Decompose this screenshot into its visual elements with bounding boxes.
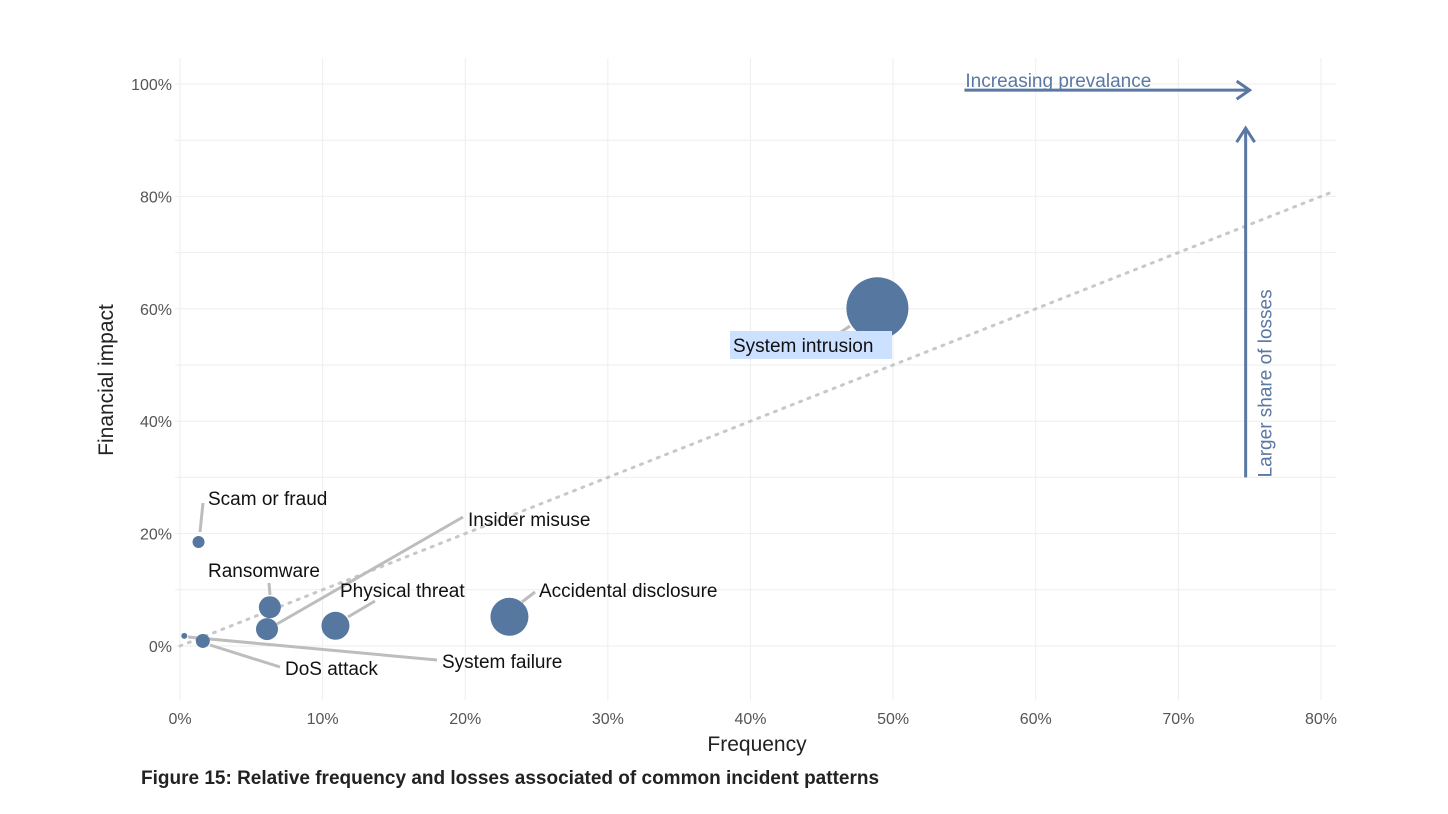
y-tick-label: 60% [140,302,172,319]
arrow-up-icon [1235,125,1256,144]
leader-line [521,590,536,604]
bubble-scam-or-fraud [192,536,205,549]
x-tick-label: 30% [592,711,624,728]
point-label: DoS attack [285,659,378,680]
leader-line [347,599,376,619]
bubble-physical-threat [321,611,350,640]
point-label: Insider misuse [468,510,591,531]
x-tick-label: 20% [449,711,481,728]
reference-line [178,189,1337,648]
leader-line [187,635,438,662]
x-tick-label: 50% [877,711,909,728]
point-label: Ransomware [208,561,320,582]
leader-line [267,582,272,596]
arrow-right-icon [1235,79,1253,101]
bubble-system-failure [181,632,188,639]
x-tick-label: 60% [1020,711,1052,728]
x-tick-label: 80% [1305,711,1337,728]
bubbles [181,277,909,648]
point-label: Physical threat [340,581,465,602]
point-label: Scam or fraud [208,489,327,510]
label-highlight [730,331,892,359]
leader-line [276,515,464,626]
y-axis-title: Financial impact [95,304,118,456]
x-tick-label: 0% [168,711,191,728]
point-labels: Scam or fraud Ransomware Insider misuse Phy… [208,331,892,680]
bubble-insider-misuse [255,618,278,641]
bubble-dos-attack [195,633,210,648]
bubble-system-intrusion [846,277,909,340]
axis-ticks: 0% 10% 20% 30% 40% 50% 60% 70% 80% 0% 20% 40% 60% 80%… [131,77,1337,728]
leader-line [209,643,281,669]
prevalence-label: Increasing prevalance [965,71,1151,92]
y-tick-label: 80% [140,189,172,206]
annotations: Increasing prevalance Larger share of los… [964,71,1277,478]
x-tick-label: 10% [307,711,339,728]
figure-caption: Figure 15: Relative frequency and losses… [141,768,880,789]
bubble-accidental-disclosure [490,597,529,636]
grid [175,58,1336,700]
y-tick-label: 40% [140,414,172,431]
y-tick-label: 20% [140,527,172,544]
leader-lines [187,324,851,669]
point-label: System failure [442,652,562,673]
leader-line [198,502,205,533]
point-label: Accidental disclosure [539,581,717,602]
x-axis-title: Frequency [707,733,807,756]
point-label: System intrusion [733,336,873,357]
y-tick-label: 100% [131,77,172,94]
bubble-ransomware [258,596,281,619]
x-tick-label: 70% [1162,711,1194,728]
y-tick-label: 0% [149,639,172,656]
losses-label: Larger share of losses [1256,289,1277,477]
x-tick-label: 40% [734,711,766,728]
